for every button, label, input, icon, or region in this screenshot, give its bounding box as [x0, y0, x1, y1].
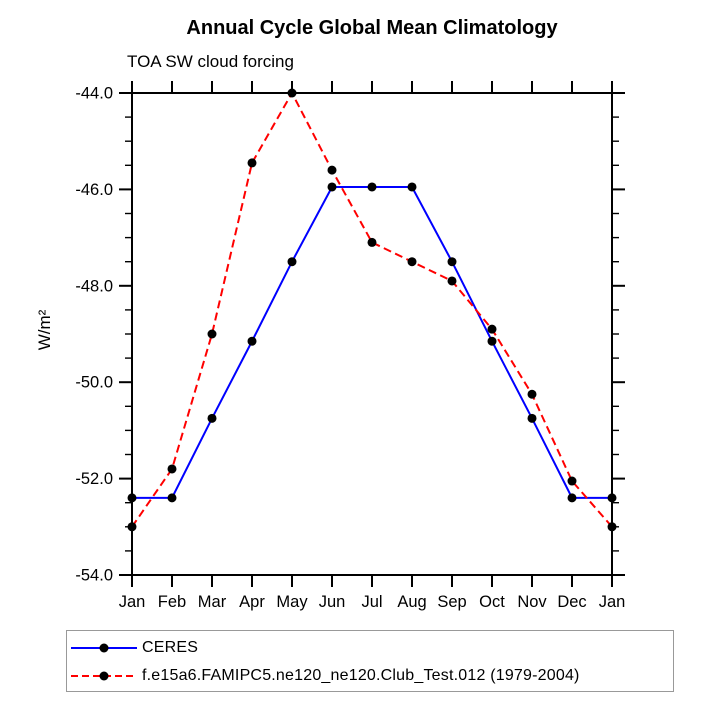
x-tick-label: Nov — [517, 593, 547, 611]
x-tick-label: May — [276, 593, 308, 611]
x-tick-label: Jul — [361, 593, 382, 611]
x-tick-label: Aug — [397, 593, 426, 611]
data-point-model — [367, 237, 377, 247]
x-tick-label: Sep — [437, 593, 466, 611]
data-series — [127, 88, 617, 532]
plot-frame — [131, 92, 613, 576]
data-point-model — [207, 329, 217, 339]
y-tick-label: -52.0 — [75, 470, 113, 488]
data-point-model — [407, 257, 417, 267]
legend-item-model: f.e15a6.FAMIPC5.ne120_ne120.Club_Test.01… — [67, 662, 673, 690]
legend-label-model: f.e15a6.FAMIPC5.ne120_ne120.Club_Test.01… — [142, 667, 580, 684]
data-point-ceres — [487, 336, 497, 346]
data-point-model — [327, 165, 337, 175]
x-tick-label: Mar — [198, 593, 227, 611]
data-point-ceres — [207, 413, 217, 423]
x-tick-label: Jan — [599, 593, 626, 611]
data-point-model — [567, 476, 577, 486]
x-tick-label: Dec — [557, 593, 586, 611]
y-tick-label: -54.0 — [75, 567, 113, 585]
data-point-ceres — [407, 182, 417, 192]
data-point-model — [447, 276, 457, 286]
data-point-ceres — [327, 182, 337, 192]
chart-title: Annual Cycle Global Mean Climatology — [186, 17, 558, 39]
y-tick-label: -46.0 — [75, 181, 113, 199]
legend-item-ceres: CERES — [67, 634, 673, 662]
chart-subtitle: TOA SW cloud forcing — [127, 52, 294, 71]
y-tick-label: -50.0 — [75, 374, 113, 392]
x-tick-label: Jan — [119, 593, 146, 611]
data-point-model — [127, 522, 137, 532]
data-point-ceres — [167, 493, 177, 503]
data-point-ceres — [527, 413, 537, 423]
data-point-ceres — [247, 336, 257, 346]
data-point-ceres — [447, 257, 457, 267]
legend-label-ceres: CERES — [142, 639, 199, 656]
x-tick-label: Oct — [479, 593, 505, 611]
data-point-model — [527, 389, 537, 399]
x-tick-label: Jun — [319, 593, 346, 611]
legend-swatch-ceres — [71, 643, 137, 653]
data-point-model — [247, 158, 257, 168]
data-point-ceres — [607, 493, 617, 503]
legend-marker-ceres — [99, 643, 109, 653]
data-point-model — [607, 522, 617, 532]
data-point-model — [287, 88, 297, 98]
data-point-model — [487, 324, 497, 334]
axes-frame: -44.0 -46.0 -48.0 -50.0 -52.0 -54.0 Jan Feb Mar A… — [75, 81, 625, 611]
legend: CERES f.e15a6.FAMIPC5.ne120_ne120.Club_T… — [66, 630, 674, 692]
x-tick-label: Apr — [239, 593, 265, 611]
data-point-model — [167, 464, 177, 474]
y-tick-label: -48.0 — [75, 277, 113, 295]
x-tick-label: Feb — [158, 593, 186, 611]
legend-marker-model — [99, 671, 109, 681]
y-tick-label: -44.0 — [75, 85, 113, 103]
series-line-model — [131, 90, 613, 528]
legend-swatch-model — [71, 671, 137, 681]
data-point-ceres — [127, 493, 137, 503]
data-point-ceres — [287, 257, 297, 267]
series-line-ceres — [132, 185, 612, 499]
data-point-ceres — [567, 493, 577, 503]
data-point-ceres — [367, 182, 377, 192]
